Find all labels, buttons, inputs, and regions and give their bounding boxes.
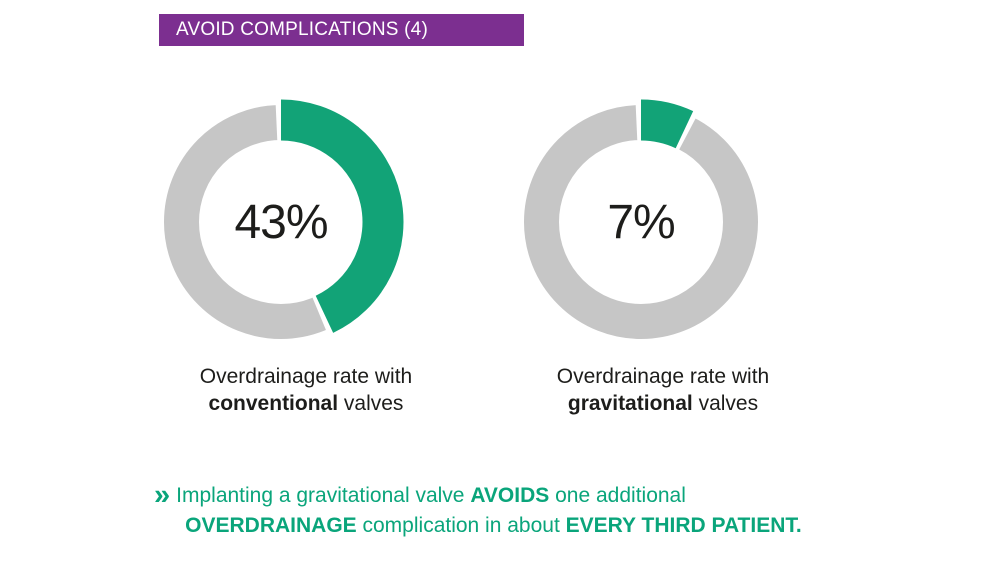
key-message-text: Implanting a gravitational valve AVOIDS … xyxy=(176,481,802,541)
plain-text: valves xyxy=(692,392,759,415)
donut-value-segment xyxy=(280,99,404,333)
key-message-line-1: Implanting a gravitational valve AVOIDS … xyxy=(176,481,802,511)
donut-ring-svg xyxy=(164,98,405,339)
caption-line-1: Overdrainage rate with xyxy=(199,365,413,388)
caption-line-1: Overdrainage rate with xyxy=(556,365,770,388)
plain-text: complication in about xyxy=(356,514,566,537)
donut-value-label-gravitational: 7% xyxy=(607,195,675,249)
donut-ring-svg xyxy=(524,98,758,339)
key-message: » Implanting a gravitational valve AVOID… xyxy=(154,481,802,541)
caption-line-2: gravitational valves xyxy=(493,390,833,417)
double-chevron-icon: » xyxy=(154,479,171,511)
caption-line-2: conventional valves xyxy=(136,390,476,417)
plain-text: Implanting a gravitational valve xyxy=(176,484,471,507)
emphasized-text: AVOIDS xyxy=(470,484,550,507)
page-title: AVOID COMPLICATIONS (4) xyxy=(176,19,428,40)
emphasized-text: EVERY THIRD PATIENT. xyxy=(565,514,802,537)
plain-text: one additional xyxy=(549,484,686,507)
plain-text: valves xyxy=(338,392,404,415)
key-message-line-2: OVERDRAINAGE complication in about EVERY… xyxy=(176,511,802,541)
donut-value-segment xyxy=(640,99,694,149)
donut-value-label-conventional: 43% xyxy=(234,195,328,249)
donut-caption-conventional: Overdrainage rate with conventional valv… xyxy=(136,363,476,417)
donut-chart-conventional: 43% xyxy=(157,98,405,346)
emphasized-text: gravitational xyxy=(567,392,693,415)
donut-chart-gravitational: 7% xyxy=(517,98,765,346)
emphasized-text: conventional xyxy=(208,392,339,415)
donut-caption-gravitational: Overdrainage rate with gravitational val… xyxy=(493,363,833,417)
header-banner: AVOID COMPLICATIONS (4) xyxy=(159,14,524,46)
emphasized-text: OVERDRAINAGE xyxy=(185,514,357,537)
